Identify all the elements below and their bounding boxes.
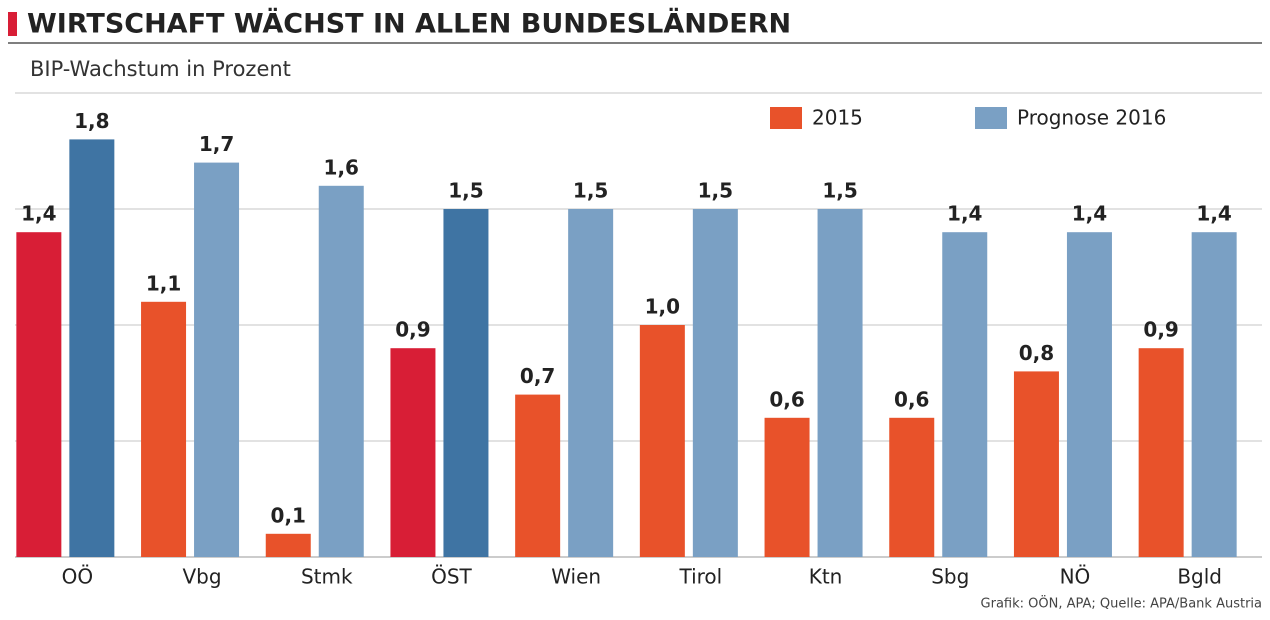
value-label: 1,4 bbox=[947, 202, 982, 226]
value-label: 0,8 bbox=[1019, 341, 1054, 365]
subtitle: BIP-Wachstum in Prozent bbox=[30, 57, 291, 81]
value-label: 1,5 bbox=[573, 179, 608, 203]
value-label: 0,7 bbox=[520, 364, 555, 388]
bar bbox=[1138, 348, 1184, 557]
value-label: 1,4 bbox=[1072, 202, 1107, 226]
value-label: 1,5 bbox=[698, 179, 733, 203]
bar bbox=[515, 394, 561, 557]
bar bbox=[141, 301, 187, 557]
bar bbox=[889, 417, 935, 557]
value-label: 1,4 bbox=[1196, 202, 1231, 226]
bar bbox=[817, 209, 863, 557]
value-label: 1,0 bbox=[645, 295, 680, 319]
bar bbox=[16, 232, 62, 557]
source: Grafik: OÖN, APA; Quelle: APA/Bank Austr… bbox=[981, 595, 1262, 612]
x-tick-label: Bgld bbox=[1177, 565, 1222, 589]
bar bbox=[942, 232, 988, 557]
x-tick-label: Vbg bbox=[183, 565, 222, 589]
bar bbox=[390, 348, 436, 557]
bar bbox=[1013, 371, 1059, 557]
title-marker bbox=[8, 12, 17, 36]
x-tick-label: Stmk bbox=[301, 565, 353, 589]
value-label: 1,7 bbox=[199, 132, 234, 156]
legend-swatch bbox=[975, 107, 1007, 129]
bar bbox=[692, 209, 738, 557]
bar bbox=[69, 139, 115, 557]
value-label: 0,6 bbox=[769, 387, 804, 411]
value-label: 0,6 bbox=[894, 387, 929, 411]
value-label: 0,1 bbox=[271, 503, 306, 527]
legend-label: 2015 bbox=[812, 106, 863, 130]
x-tick-label: ÖST bbox=[431, 565, 472, 589]
chart-title: WIRTSCHAFT WÄCHST IN ALLEN BUNDESLÄNDERN bbox=[27, 8, 791, 40]
bar bbox=[265, 533, 311, 557]
x-tick-label: NÖ bbox=[1060, 565, 1091, 589]
bar bbox=[568, 209, 614, 557]
bar bbox=[1066, 232, 1112, 557]
bar bbox=[443, 209, 489, 557]
x-tick-label: Wien bbox=[551, 565, 601, 589]
legend-label: Prognose 2016 bbox=[1017, 106, 1166, 130]
bar bbox=[318, 185, 364, 558]
x-tick-label: OÖ bbox=[62, 565, 93, 589]
value-label: 1,4 bbox=[21, 202, 56, 226]
value-label: 1,5 bbox=[448, 179, 483, 203]
bar bbox=[764, 417, 810, 557]
legend-swatch bbox=[770, 107, 802, 129]
value-label: 0,9 bbox=[395, 318, 430, 342]
value-label: 1,5 bbox=[822, 179, 857, 203]
value-label: 1,6 bbox=[324, 155, 359, 179]
value-label: 1,8 bbox=[74, 109, 109, 133]
bar bbox=[194, 162, 240, 557]
value-label: 1,1 bbox=[146, 271, 181, 295]
x-tick-label: Sbg bbox=[931, 565, 969, 589]
bar bbox=[1191, 232, 1237, 557]
x-tick-label: Tirol bbox=[678, 565, 722, 589]
x-tick-label: Ktn bbox=[809, 565, 843, 589]
value-label: 0,9 bbox=[1143, 318, 1178, 342]
bar bbox=[639, 325, 685, 557]
